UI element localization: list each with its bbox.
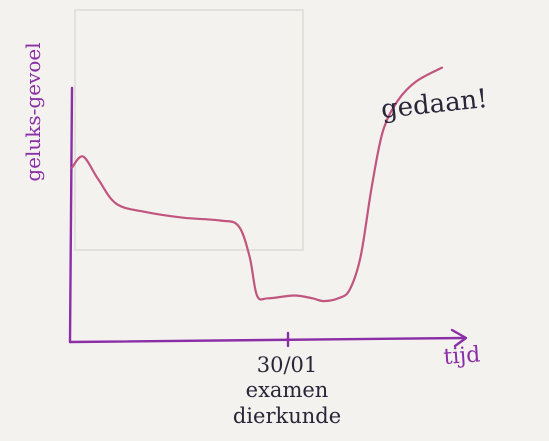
annotation-gedaan: gedaan! xyxy=(380,84,489,125)
x-tick-label-line3: dierkunde xyxy=(233,404,341,428)
paper-shadow xyxy=(74,9,304,251)
y-axis-label: geluks-gevoel xyxy=(21,42,45,181)
x-axis-label: tijd xyxy=(443,342,481,370)
x-axis-arrow xyxy=(450,328,468,348)
x-tick-label-date: 30/01 xyxy=(257,353,318,377)
x-tick-label-line2: examen xyxy=(246,378,329,402)
y-axis-label-text: geluks-gevoel xyxy=(21,42,45,181)
svg-text:geluks-gevoel: geluks-gevoel xyxy=(21,42,45,181)
x-axis xyxy=(68,336,467,344)
series-line xyxy=(70,66,444,303)
y-axis xyxy=(68,86,74,344)
